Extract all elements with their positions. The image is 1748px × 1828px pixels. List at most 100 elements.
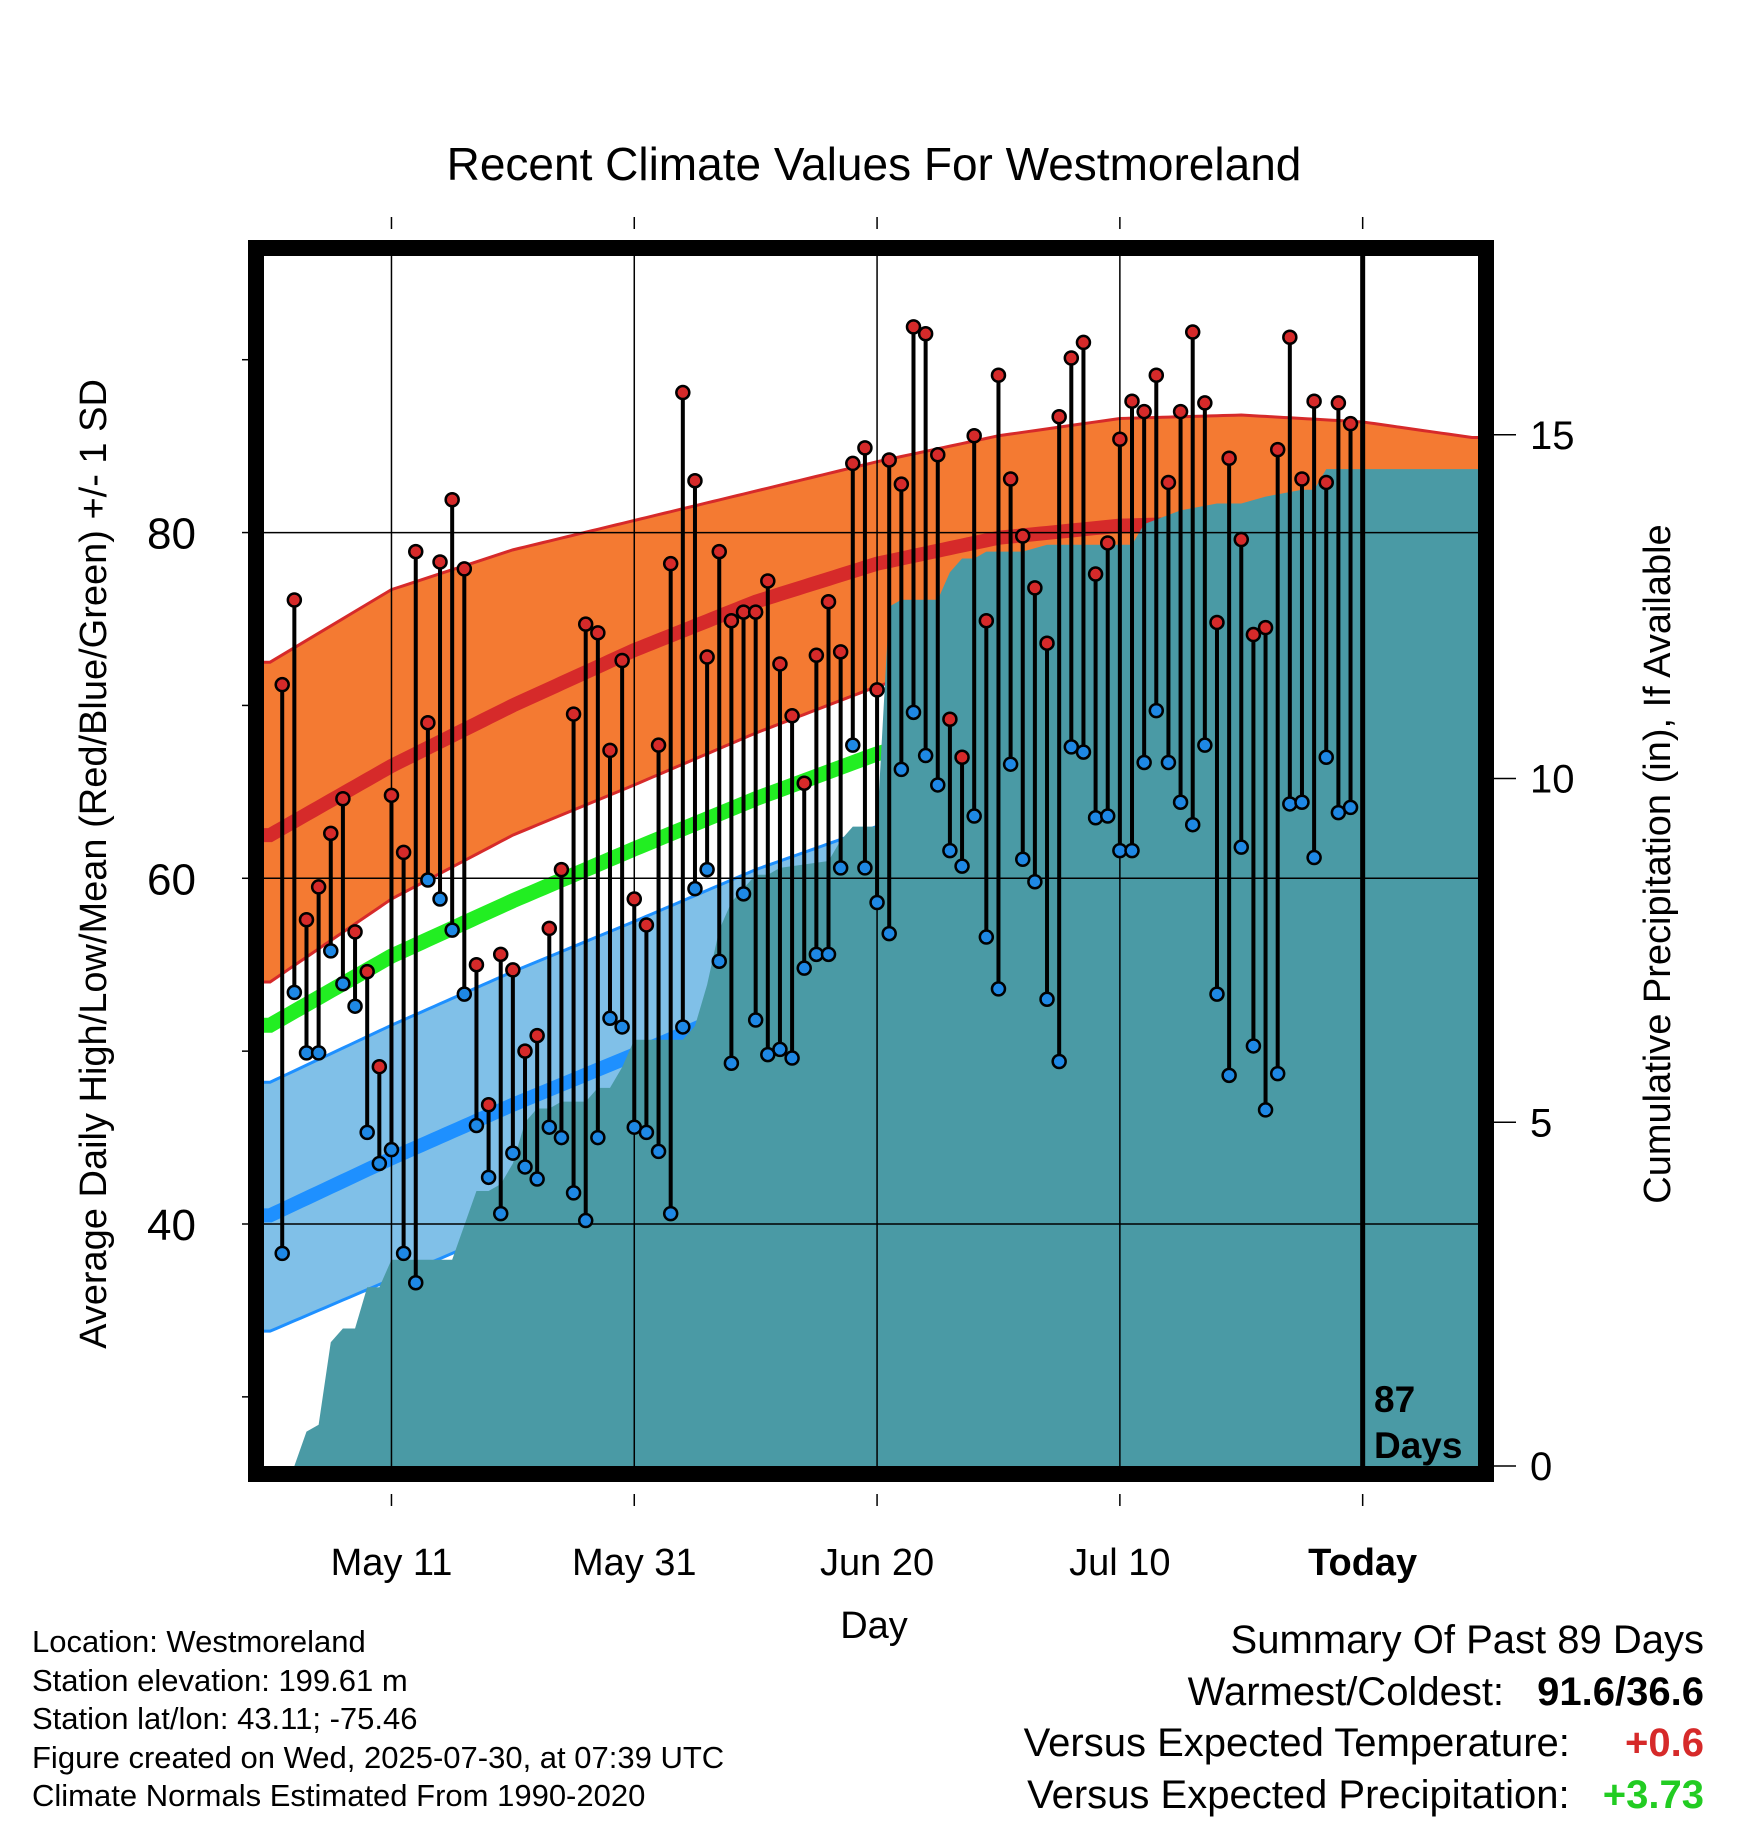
daily-high-point — [942, 711, 958, 728]
daily-high-point — [577, 616, 594, 632]
latlon-text: Station lat/lon: 43.11; -75.46 — [32, 1701, 418, 1736]
daily-low-point — [832, 860, 849, 876]
daily-low-point — [492, 1205, 509, 1222]
daily-high-point — [1160, 474, 1177, 491]
daily-high-point — [808, 647, 825, 664]
daily-low-point — [796, 960, 812, 976]
daily-low-point — [1197, 737, 1213, 753]
precipitation-label: Versus Expected Precipitation: — [1027, 1773, 1570, 1817]
daily-high-point — [444, 491, 460, 508]
daily-high-point — [468, 956, 485, 973]
daily-high-point — [359, 963, 375, 980]
daily-low-point — [408, 1275, 424, 1291]
daily-low-point — [420, 872, 436, 888]
daily-high-point — [1087, 566, 1104, 582]
daily-low-point — [1209, 986, 1225, 1002]
daily-high-point — [699, 649, 715, 665]
daily-high-point — [529, 1027, 545, 1044]
x-tick-label: Jun 20 — [820, 1542, 934, 1584]
daily-low-point — [650, 1143, 667, 1160]
y2-tick-label: 10 — [1530, 758, 1575, 802]
daily-low-point — [978, 929, 995, 945]
daily-high-point — [1063, 350, 1080, 366]
daily-low-point — [383, 1141, 400, 1158]
daily-high-point — [1294, 471, 1310, 487]
daily-high-point — [1112, 431, 1128, 447]
y-axis-title: Average Daily High/Low/Mean (Red/Blue/Gr… — [73, 379, 115, 1349]
warmest-coldest-value: 91.6/36.6 — [1537, 1670, 1704, 1714]
summary-panel: Summary Of Past 89 Days Warmest/Coldest:… — [804, 1618, 1704, 1828]
daily-low-point — [966, 808, 982, 824]
daily-high-point — [1148, 367, 1165, 384]
daily-low-point — [517, 1159, 533, 1175]
daily-high-point — [347, 924, 363, 940]
daily-low-point — [359, 1124, 375, 1141]
daily-high-point — [420, 714, 436, 731]
daily-high-point — [893, 476, 910, 492]
daily-high-point — [1330, 395, 1347, 411]
temperature-label: Versus Expected Temperature: — [1023, 1721, 1570, 1765]
daily-high-point — [602, 742, 618, 759]
daily-low-point — [905, 704, 922, 721]
daily-high-point — [517, 1043, 533, 1059]
daily-high-point — [1257, 619, 1274, 636]
daily-high-point — [1245, 626, 1262, 643]
daily-low-point — [529, 1171, 545, 1187]
daily-high-point — [711, 543, 727, 560]
daily-low-point — [614, 1019, 630, 1035]
station-info: Location: Westmoreland Station elevation… — [32, 1623, 724, 1816]
daily-high-point — [760, 573, 776, 589]
x-tick-label: Today — [1308, 1542, 1417, 1584]
precipitation-area — [264, 469, 1478, 1466]
daily-high-point — [335, 791, 351, 807]
daily-high-point — [747, 604, 764, 620]
y2-tick-label: 15 — [1530, 414, 1575, 458]
daily-high-point — [905, 319, 922, 335]
daily-high-point — [553, 861, 570, 878]
daily-high-point — [723, 612, 740, 629]
daily-high-point — [1015, 528, 1031, 544]
daily-low-point — [747, 1012, 764, 1028]
daily-high-point — [408, 543, 424, 560]
daily-high-point — [286, 592, 303, 608]
daily-low-point — [1099, 808, 1116, 824]
daily-low-point — [917, 747, 934, 764]
daily-low-point — [1172, 794, 1189, 810]
y-tick-label: 60 — [147, 855, 196, 904]
daily-low-point — [468, 1117, 485, 1134]
daily-high-point — [662, 555, 679, 572]
y-tick-label: 80 — [147, 510, 196, 559]
daily-low-point — [845, 737, 861, 753]
daily-high-point — [930, 447, 946, 463]
daily-high-point — [432, 554, 448, 570]
daily-high-point — [857, 440, 873, 456]
x-tick-label: May 11 — [331, 1542, 453, 1584]
daily-high-point — [1184, 324, 1201, 340]
daily-high-point — [869, 682, 885, 698]
daily-high-point — [1051, 409, 1067, 425]
daily-low-point — [1221, 1067, 1237, 1084]
daily-high-point — [456, 561, 473, 577]
daily-high-point — [1306, 393, 1322, 409]
x-axis-title: Day — [840, 1605, 908, 1647]
daily-high-point — [881, 452, 897, 468]
daily-high-point — [784, 708, 800, 724]
y-tick-label: 40 — [147, 1201, 196, 1250]
warmest-coldest-label: Warmest/Coldest: — [1187, 1670, 1505, 1714]
daily-low-point — [1027, 873, 1043, 890]
daily-low-point — [723, 1055, 740, 1071]
daily-high-point — [383, 787, 400, 804]
daily-low-point — [954, 858, 970, 874]
x-tick-label: Jul 10 — [1069, 1542, 1170, 1584]
daily-low-point — [1075, 744, 1092, 760]
daily-high-point — [1172, 403, 1189, 420]
y2-axis-title: Cumulative Precipitation (in), If Availa… — [1637, 524, 1679, 1203]
daily-low-point — [662, 1205, 679, 1222]
daily-low-point — [1160, 754, 1177, 771]
daily-low-point — [942, 842, 958, 859]
daily-high-point — [395, 844, 412, 861]
precipitation-row: Versus Expected Precipitation: +3.73 — [1027, 1773, 1704, 1818]
daily-low-point — [1039, 991, 1055, 1008]
daily-high-point — [917, 326, 934, 342]
daily-low-point — [1342, 799, 1359, 816]
